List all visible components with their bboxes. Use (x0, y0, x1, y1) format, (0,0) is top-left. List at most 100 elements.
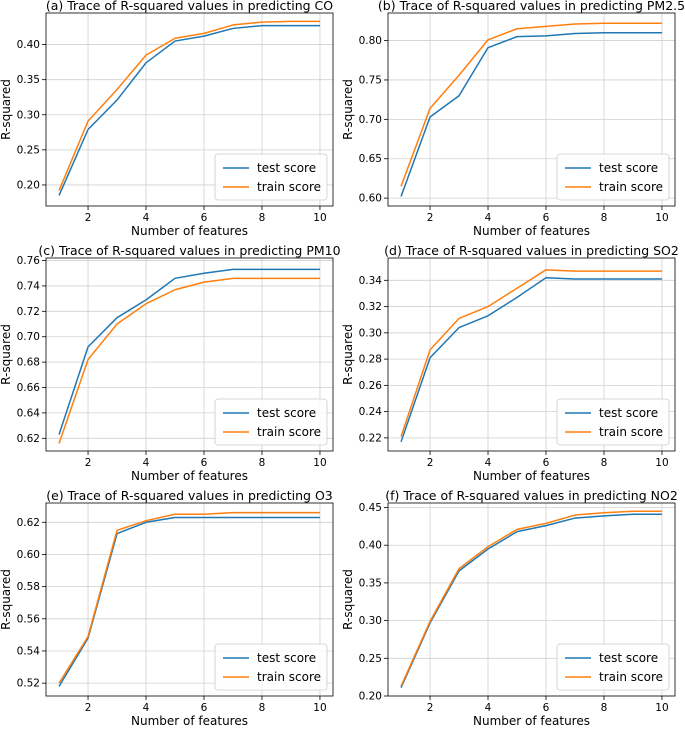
y-axis-label: R-squared (341, 324, 355, 385)
y-tick-label: 0.45 (359, 502, 382, 514)
legend: test score train score (556, 398, 670, 446)
legend: test score train score (556, 643, 670, 691)
chart-panel-f: 2 4 6 8 10 0.20 0.25 0.30 0.35 0.40 0.45(f) Trace … (341, 488, 678, 728)
x-tick-label: 8 (601, 212, 608, 224)
x-tick-label: 8 (259, 702, 266, 714)
y-tick-label: 0.25 (359, 653, 382, 665)
chart-title: (b) Trace of R-squared values in predict… (378, 0, 685, 13)
y-tick-label: 0.68 (17, 357, 40, 369)
y-tick-label: 0.72 (17, 306, 40, 318)
x-tick-label: 8 (259, 457, 266, 469)
y-tick-label: 0.76 (17, 255, 41, 267)
chart-panel-b: 2 4 6 8 10 0.60 0.65 0.70 0.75 0.80 (b) Trace of R… (341, 0, 685, 238)
legend-box (214, 153, 328, 201)
y-axis-label: R-squared (341, 569, 355, 630)
x-tick-label: 2 (85, 212, 92, 224)
chart-title: (c) Trace of R-squared values in predict… (38, 243, 340, 258)
legend-label: test score (599, 161, 658, 175)
y-tick-label: 0.52 (17, 678, 40, 690)
plot-frame (387, 257, 676, 452)
x-tick-label: 4 (485, 212, 492, 224)
x-axis-label: Number of features (131, 224, 248, 238)
y-tick-label: 0.80 (359, 35, 382, 47)
x-axis-label: Number of features (473, 714, 590, 726)
y-tick-label: 0.75 (359, 74, 382, 86)
x-axis-label: Number of features (473, 469, 590, 483)
x-tick-label: 2 (427, 457, 434, 469)
series-line-train-score (400, 269, 662, 437)
y-axis-label: R-squared (341, 79, 355, 140)
x-tick-label: 6 (543, 702, 550, 714)
legend-label: test score (257, 651, 316, 665)
y-tick-label: 0.35 (17, 74, 40, 86)
y-tick-label: 0.70 (17, 331, 40, 343)
y-tick-label: 0.65 (359, 153, 382, 165)
x-tick-label: 6 (543, 212, 550, 224)
y-tick-label: 0.28 (359, 354, 382, 366)
y-tick-label: 0.58 (17, 581, 40, 593)
legend: test score train score (214, 153, 328, 201)
legend-label: train score (599, 670, 663, 684)
y-tick-label: 0.66 (17, 382, 41, 394)
x-axis-label: Number of features (131, 714, 248, 726)
series-line-train-score (58, 277, 320, 444)
legend-label: test score (599, 651, 658, 665)
x-tick-label: 6 (543, 457, 550, 469)
series-line-train-score (400, 22, 662, 187)
y-tick-label: 0.22 (359, 432, 382, 444)
series-line-train-score (400, 510, 662, 687)
legend-box (214, 398, 328, 446)
legend: test score train score (214, 398, 328, 446)
legend-label: train score (599, 425, 663, 439)
y-tick-label: 0.20 (17, 179, 40, 191)
chart-title: (a) Trace of R-squared values in predict… (46, 0, 333, 13)
x-tick-label: 6 (201, 212, 208, 224)
series-line-test-score (400, 276, 662, 443)
x-tick-label: 4 (485, 702, 492, 714)
x-tick-label: 10 (655, 702, 668, 714)
x-tick-label: 8 (601, 702, 608, 714)
y-tick-label: 0.34 (359, 275, 383, 287)
series-line-test-score (58, 24, 320, 196)
legend-label: train score (257, 180, 321, 194)
y-tick-label: 0.25 (17, 144, 40, 156)
chart-panel-a: 2 4 6 8 10 0.20 0.25 0.30 0.35 0.40 (a) Trace of R… (0, 0, 334, 238)
plot-frame (387, 12, 676, 207)
series-line-test-score (400, 513, 662, 689)
y-tick-label: 0.56 (17, 613, 41, 625)
legend-label: test score (257, 406, 316, 420)
legend-box (556, 398, 670, 446)
y-tick-label: 0.32 (359, 301, 382, 313)
legend-label: train score (257, 425, 321, 439)
y-axis-label: R-squared (0, 569, 13, 630)
y-tick-label: 0.20 (359, 691, 382, 703)
x-tick-label: 10 (313, 457, 326, 469)
series-line-train-score (58, 511, 320, 684)
x-tick-label: 4 (143, 457, 150, 469)
legend-label: test score (257, 161, 316, 175)
y-tick-label: 0.40 (17, 39, 40, 51)
x-axis-label: Number of features (131, 469, 248, 483)
series-line-test-score (58, 268, 320, 435)
y-tick-label: 0.24 (359, 406, 383, 418)
x-tick-label: 4 (143, 212, 150, 224)
y-tick-label: 0.74 (17, 280, 41, 292)
y-tick-label: 0.30 (17, 109, 40, 121)
y-tick-label: 0.70 (359, 114, 382, 126)
legend-label: test score (599, 406, 658, 420)
chart-panel-d: 2 4 6 8 10 0.22 0.24 0.26 0.28 0.30 0.32 0.34 (d) Tr… (341, 243, 679, 483)
x-tick-label: 4 (143, 702, 150, 714)
plot-frame (45, 257, 334, 452)
y-tick-label: 0.54 (17, 645, 41, 657)
plot-frame (45, 12, 334, 207)
chart-panel-c: 2 4 6 8 10 0.62 0.64 0.66 0.68 0.70 0.72 0.74 0.76(c… (0, 243, 341, 483)
x-tick-label: 8 (601, 457, 608, 469)
y-tick-label: 0.62 (17, 517, 40, 529)
legend: test score train score (556, 153, 670, 201)
x-tick-label: 8 (259, 212, 266, 224)
x-tick-label: 10 (655, 212, 668, 224)
series-line-test-score (400, 31, 662, 197)
y-tick-label: 0.60 (359, 193, 382, 205)
